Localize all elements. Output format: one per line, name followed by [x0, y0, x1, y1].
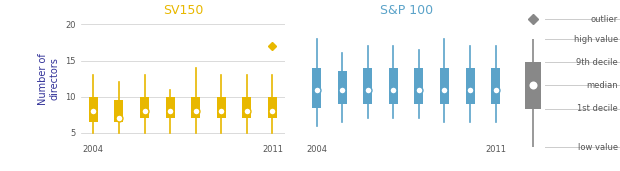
Text: 9th decile: 9th decile [576, 58, 618, 67]
Bar [440, 68, 449, 104]
Text: median: median [586, 81, 618, 90]
Text: outlier: outlier [590, 15, 618, 24]
Bar [363, 68, 372, 104]
Bar [312, 68, 321, 108]
Bar [491, 68, 500, 104]
Y-axis label: Number of
directors: Number of directors [38, 53, 60, 104]
Bar [140, 97, 149, 119]
Bar [217, 97, 226, 119]
Text: 1st decile: 1st decile [577, 104, 618, 113]
Bar [414, 68, 423, 104]
Bar [466, 68, 474, 104]
Bar [89, 97, 98, 122]
Bar [389, 68, 398, 104]
Bar [525, 62, 541, 109]
Bar [191, 97, 200, 119]
Title: SV150: SV150 [162, 4, 203, 17]
Title: S&P 100: S&P 100 [379, 4, 433, 17]
Text: low value: low value [578, 143, 618, 152]
Text: high value: high value [574, 35, 618, 44]
Bar [268, 97, 277, 119]
Bar [242, 97, 251, 119]
Bar [115, 100, 123, 122]
Bar [338, 71, 347, 104]
Bar [166, 97, 175, 119]
